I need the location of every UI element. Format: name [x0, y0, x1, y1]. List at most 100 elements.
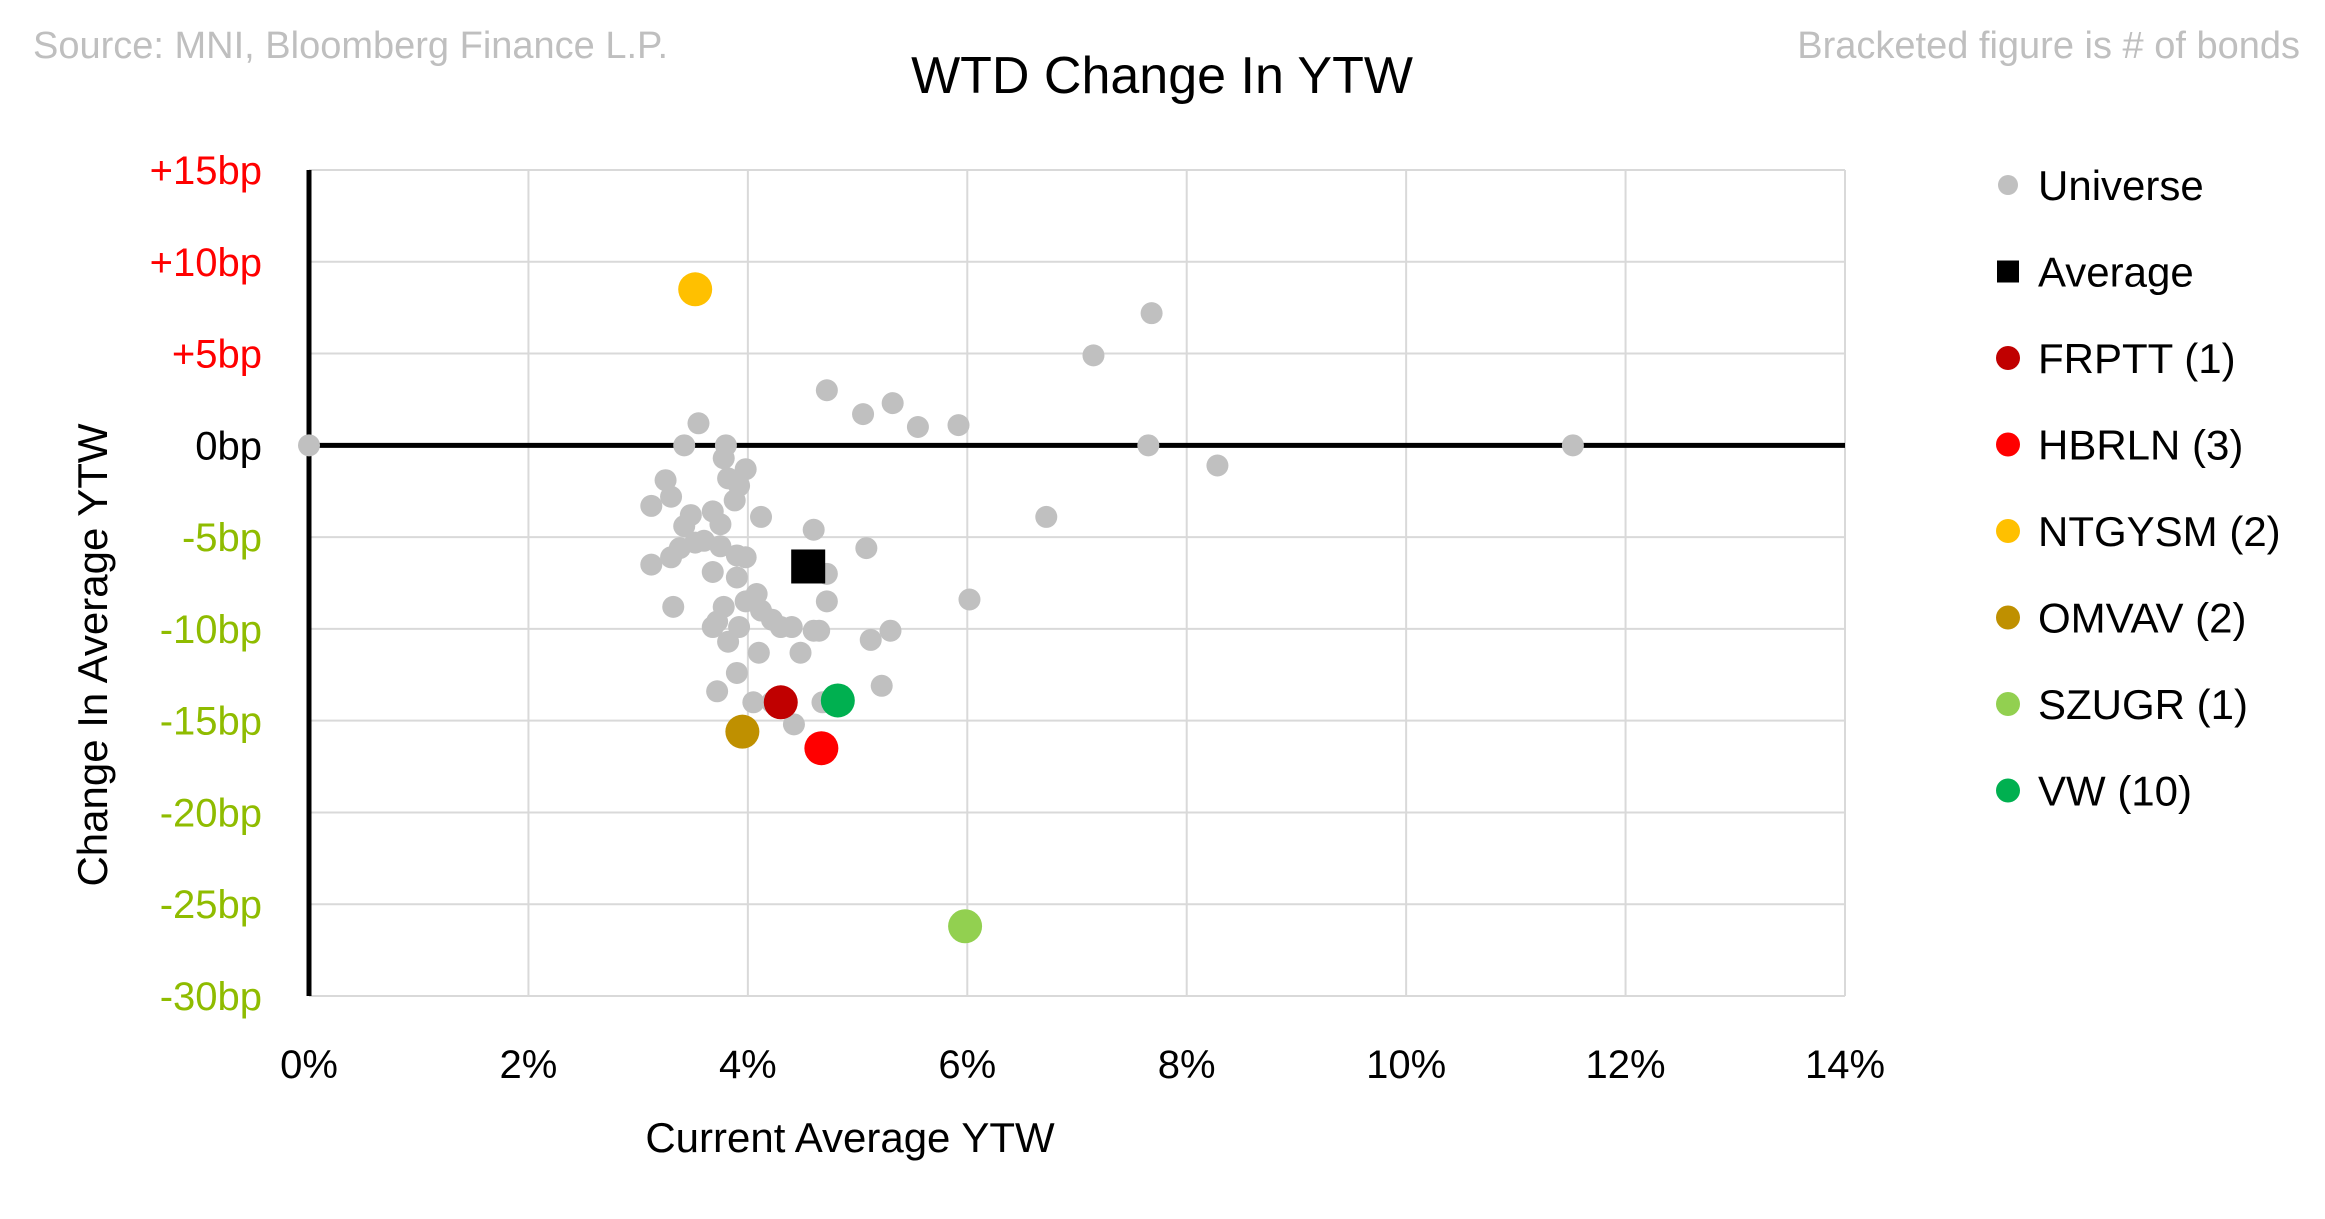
x-tick-label: 12%	[1586, 1043, 1666, 1087]
legend-frptt-marker	[1996, 346, 2020, 370]
universe-point	[870, 674, 893, 697]
universe-point	[712, 447, 735, 470]
x-tick-label: 6%	[938, 1043, 996, 1087]
y-axis-label: Change In Average YTW	[69, 423, 116, 886]
universe-point	[855, 537, 878, 560]
x-tick-label: 14%	[1805, 1043, 1885, 1087]
legend-universe-label: Universe	[2038, 162, 2204, 209]
universe-point	[725, 661, 748, 684]
legend-omvav-label: OMVAV (2)	[2038, 595, 2246, 642]
bracket-note: Bracketed figure is # of bonds	[1797, 25, 2300, 67]
universe-point	[709, 513, 732, 536]
legend-hbrln-label: HBRLN (3)	[2038, 422, 2243, 469]
universe-point	[717, 630, 740, 653]
universe-point	[1035, 505, 1058, 528]
universe-point	[802, 518, 825, 541]
universe-point	[673, 515, 696, 538]
universe-point	[654, 469, 677, 492]
universe-point	[947, 414, 970, 437]
legend-vw-label: VW (10)	[2038, 768, 2192, 815]
universe-point	[852, 403, 875, 426]
legend-ntgysm-label: NTGYSM (2)	[2038, 508, 2281, 555]
legend-omvav-marker	[1996, 605, 2020, 630]
universe-point	[673, 434, 696, 457]
universe-point	[706, 610, 729, 633]
legend-average-marker	[1997, 260, 2019, 283]
universe-point	[745, 583, 768, 606]
universe-point	[640, 494, 663, 517]
universe-point	[747, 641, 770, 664]
hbrln-point	[804, 731, 839, 766]
y-tick-label: +15bp	[150, 149, 262, 193]
x-tick-label: 2%	[500, 1043, 558, 1087]
universe-point	[1082, 344, 1105, 367]
frptt-point	[763, 685, 798, 720]
universe-point	[298, 434, 320, 457]
universe-point	[906, 415, 929, 438]
legend-universe-marker	[1998, 175, 2018, 195]
universe-point	[640, 553, 663, 576]
y-tick-label: -10bp	[160, 608, 262, 652]
y-tick-label: -30bp	[160, 975, 262, 1019]
universe-point	[780, 616, 803, 639]
legend-szugr-label: SZUGR (1)	[2038, 681, 2248, 728]
average-point	[791, 549, 826, 584]
universe-point	[706, 680, 729, 703]
x-tick-label: 4%	[719, 1043, 777, 1087]
y-tick-label: -25bp	[160, 883, 262, 927]
x-axis-label: Current Average YTW	[645, 1114, 1055, 1161]
universe-point	[1561, 434, 1584, 457]
universe-point	[734, 458, 757, 481]
vw-point	[820, 683, 855, 718]
y-tick-label: 0bp	[195, 424, 262, 468]
y-tick-label: -15bp	[160, 700, 262, 744]
universe-point	[742, 691, 765, 714]
universe-point	[687, 412, 710, 435]
universe-point	[660, 546, 683, 569]
x-tick-labels: 0% 2% 4% 6% 8% 10% 12% 14%	[280, 1043, 1885, 1087]
universe-point	[662, 595, 685, 618]
x-tick-label: 10%	[1366, 1043, 1446, 1087]
legend-frptt-label: FRPTT (1)	[2038, 335, 2236, 382]
universe-point	[958, 588, 981, 611]
legend: Universe Average FRPTT (1) HBRLN (3) NTGYSM …	[1996, 162, 2281, 815]
universe-point	[709, 535, 732, 558]
chart-title: WTD Change In YTW	[911, 47, 1413, 105]
grid-lines	[309, 169, 1846, 997]
universe-point	[723, 489, 746, 512]
universe-point	[1137, 434, 1160, 457]
axes	[306, 170, 1845, 996]
y-tick-label: +5bp	[172, 333, 262, 377]
universe-point	[1140, 302, 1163, 325]
legend-average-label: Average	[2038, 249, 2194, 296]
universe-point	[789, 641, 812, 664]
y-tick-label: -5bp	[182, 516, 262, 560]
legend-szugr-marker	[1996, 692, 2020, 716]
universe-point	[750, 505, 773, 528]
y-tick-label: -20bp	[160, 791, 262, 835]
universe-point	[815, 379, 838, 402]
universe-point	[734, 546, 757, 569]
data-points	[298, 272, 1584, 944]
universe-point	[879, 619, 902, 642]
universe-point	[660, 485, 683, 508]
x-tick-label: 0%	[280, 1043, 338, 1087]
universe-point	[881, 392, 904, 415]
universe-point	[782, 713, 805, 736]
omvav-point	[725, 714, 760, 749]
y-tick-labels: +15bp +10bp +5bp 0bp -5bp -10bp -15bp -20bp -25b…	[150, 149, 262, 1019]
x-tick-label: 8%	[1158, 1043, 1216, 1087]
legend-vw-marker	[1996, 778, 2020, 803]
szugr-point	[948, 909, 983, 944]
universe-point	[725, 566, 748, 589]
universe-point	[684, 531, 707, 554]
universe-point	[815, 590, 838, 613]
universe-point	[808, 619, 831, 642]
legend-ntgysm-marker	[1996, 519, 2020, 543]
source-note: Source: MNI, Bloomberg Finance L.P.	[33, 25, 668, 67]
universe-point	[1206, 454, 1229, 477]
legend-hbrln-marker	[1996, 432, 2020, 457]
ntgysm-point	[678, 272, 713, 307]
y-tick-label: +10bp	[150, 241, 262, 285]
